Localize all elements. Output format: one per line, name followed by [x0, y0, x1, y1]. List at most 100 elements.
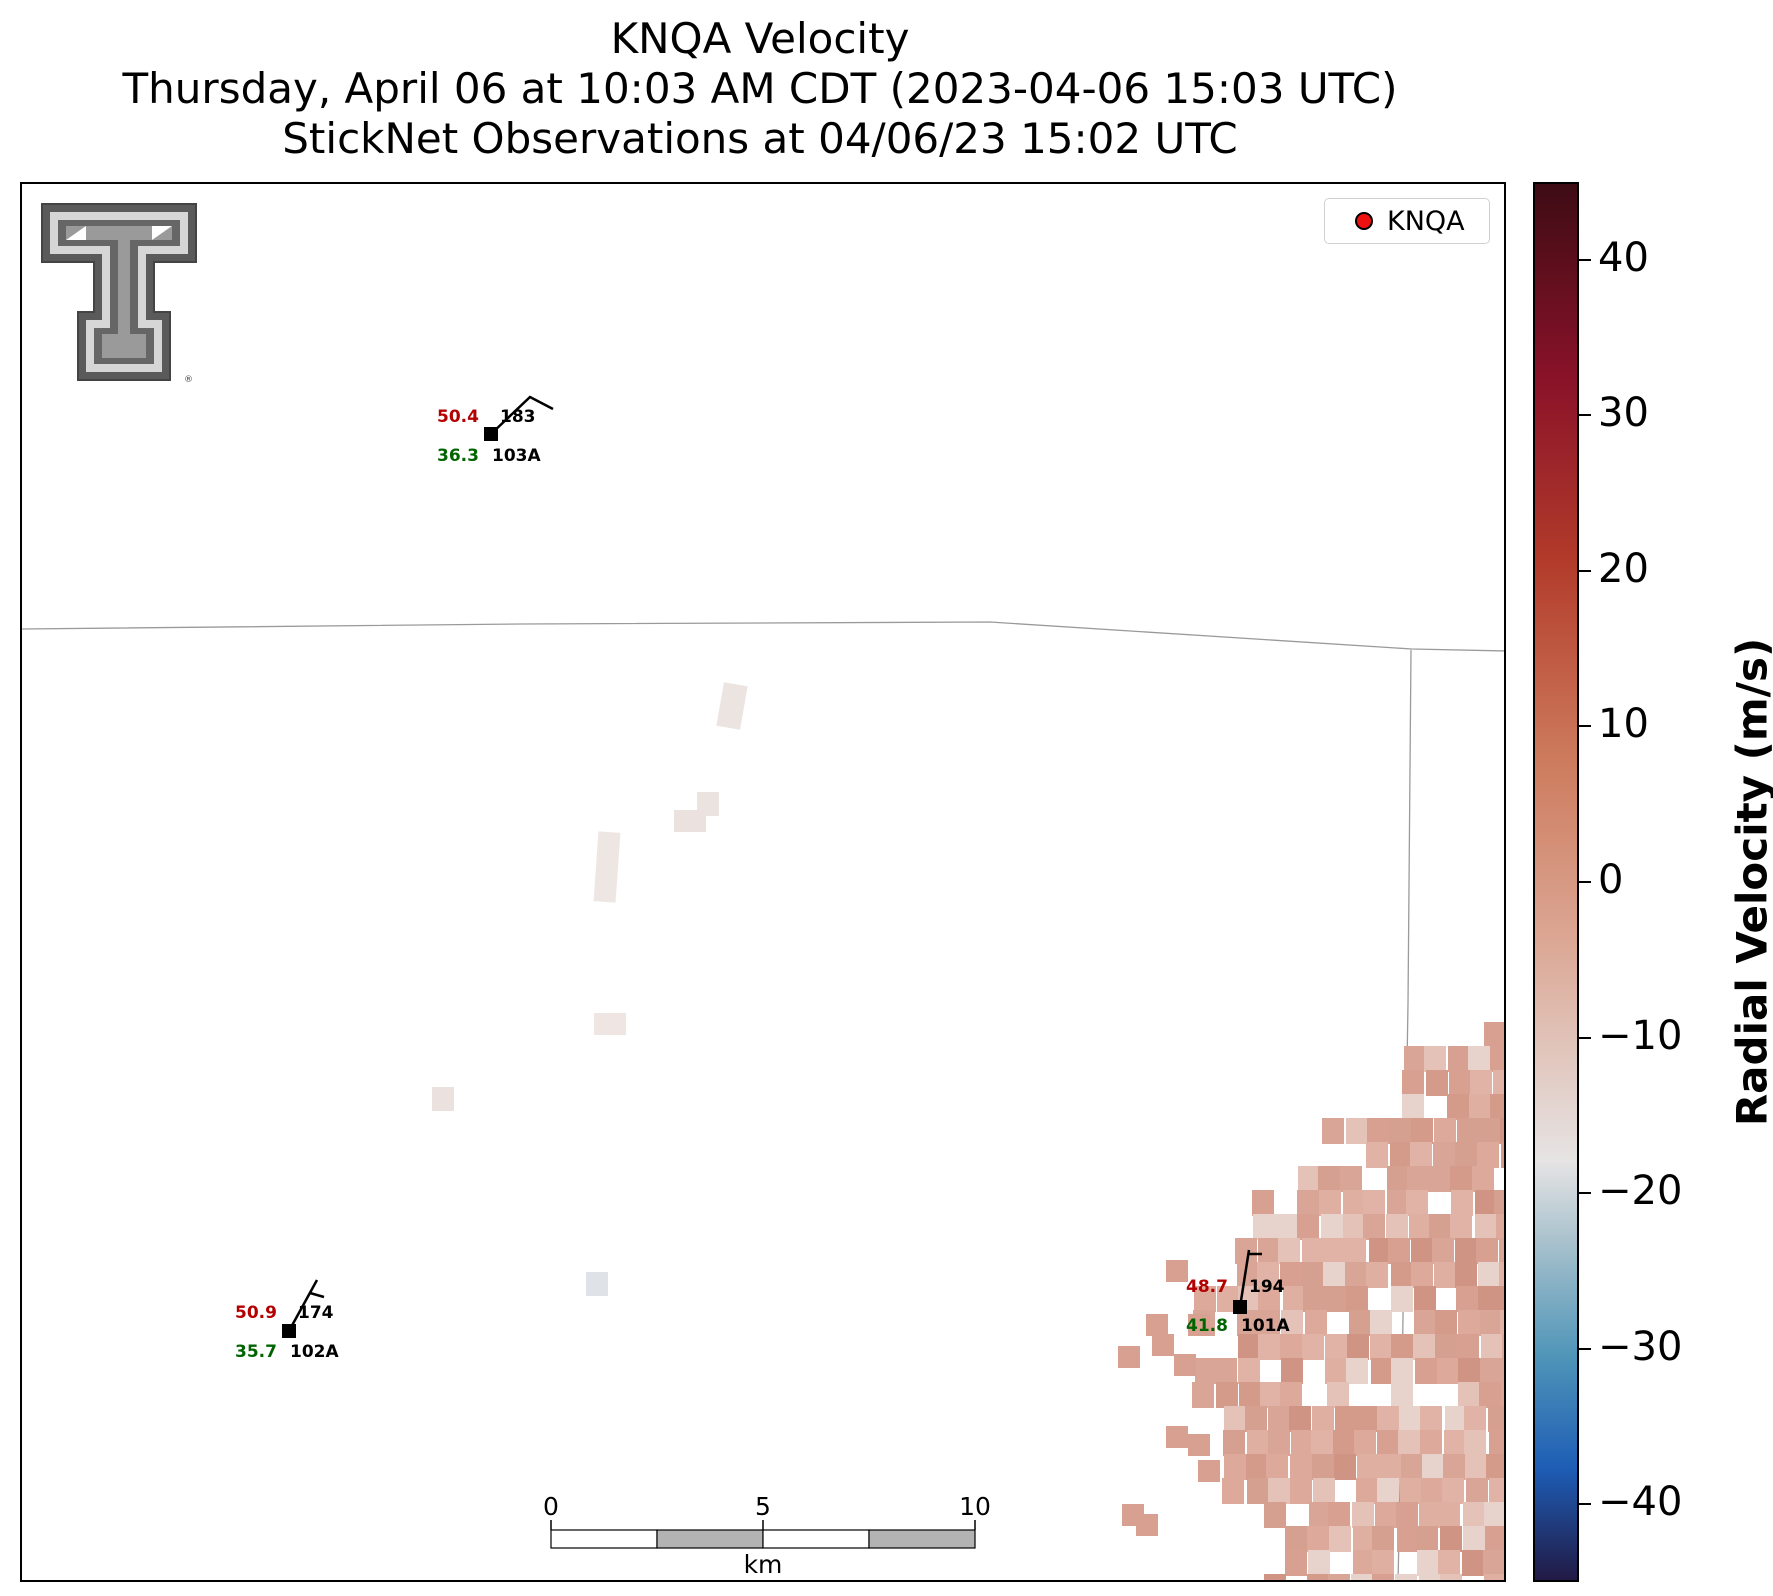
velocity-gate	[1457, 1334, 1479, 1360]
velocity-gate	[1343, 1214, 1365, 1240]
colorbar-tick	[1579, 881, 1591, 883]
temperature-label: 48.7	[1186, 1277, 1228, 1297]
velocity-gate	[1118, 1346, 1140, 1368]
velocity-gate	[1478, 1262, 1500, 1288]
velocity-gate	[1442, 1478, 1464, 1504]
velocity-gate	[1195, 1358, 1217, 1384]
velocity-gate	[1312, 1454, 1334, 1480]
title-line-3: StickNet Observations at 04/06/23 15:02 …	[282, 114, 1238, 163]
colorbar-tick	[1579, 1192, 1591, 1195]
velocity-gate	[1351, 1574, 1373, 1580]
velocity-gate	[1417, 1550, 1439, 1576]
velocity-gate	[1489, 1430, 1504, 1456]
velocity-gate	[1325, 1358, 1347, 1384]
velocity-gate	[1391, 1334, 1413, 1360]
velocity-gate	[1216, 1382, 1238, 1408]
velocity-gate	[1302, 1238, 1324, 1264]
velocity-gate	[1390, 1142, 1412, 1168]
velocity-gate	[1166, 1426, 1188, 1448]
velocity-gate	[1475, 1214, 1497, 1240]
velocity-gate	[1389, 1118, 1411, 1144]
velocity-gate	[1224, 1406, 1246, 1432]
velocity-gate	[1400, 1478, 1422, 1504]
velocity-gate	[1264, 1502, 1286, 1528]
station-102a[interactable]: 50.9 174 35.7 102A	[235, 1279, 339, 1362]
scale-unit-label: km	[744, 1550, 783, 1579]
velocity-gate	[1353, 1550, 1375, 1576]
velocity-gate	[1369, 1238, 1391, 1264]
velocity-gate	[1318, 1166, 1340, 1192]
velocity-gate	[1166, 1260, 1188, 1282]
velocity-gate	[1335, 1406, 1357, 1432]
velocity-gate	[1289, 1406, 1311, 1432]
velocity-gate	[1483, 1550, 1504, 1576]
station-value-label: 194	[1249, 1277, 1285, 1297]
velocity-gate	[1450, 1166, 1472, 1192]
velocity-gate	[1372, 1550, 1394, 1576]
velocity-gate	[1387, 1190, 1409, 1216]
station-value-label: 174	[298, 1303, 334, 1323]
velocity-gate	[1391, 1382, 1413, 1408]
velocity-gate	[1346, 1358, 1368, 1384]
velocity-gate	[1343, 1190, 1365, 1216]
velocity-gate	[1247, 1478, 1269, 1504]
velocity-gate	[1402, 1070, 1424, 1096]
velocity-gate	[1416, 1526, 1438, 1552]
velocity-gate	[1468, 1046, 1490, 1072]
velocity-gate	[1311, 1430, 1333, 1456]
velocity-gate	[1449, 1070, 1471, 1096]
velocity-gate	[1420, 1406, 1442, 1432]
velocity-gate	[1266, 1454, 1288, 1480]
velocity-gate	[1499, 1238, 1504, 1264]
velocity-gate	[1414, 1286, 1436, 1312]
station-101a[interactable]: 48.7 194 41.8 101A	[1186, 1249, 1290, 1336]
velocity-gate	[1469, 1094, 1491, 1120]
velocity-gate	[1486, 1454, 1504, 1480]
velocity-gate	[1366, 1262, 1388, 1288]
station-id-label: 103A	[492, 446, 541, 466]
velocity-gate	[1280, 1262, 1302, 1288]
velocity-gate	[1258, 1286, 1280, 1312]
velocity-gate	[1424, 1046, 1446, 1072]
velocity-gate	[1493, 1070, 1504, 1096]
velocity-gate	[1222, 1478, 1244, 1504]
velocity-gate	[1307, 1574, 1329, 1580]
colorbar-tick-label: −40	[1598, 1479, 1683, 1526]
title-line-1: KNQA Velocity	[610, 14, 910, 63]
velocity-gate	[1414, 1310, 1436, 1336]
velocity-gate	[1285, 1550, 1307, 1576]
velocity-gate	[1328, 1502, 1350, 1528]
station-marker	[282, 1324, 296, 1338]
velocity-gate	[1445, 1406, 1467, 1432]
velocity-gate	[1258, 1238, 1280, 1264]
velocity-gate	[1479, 1382, 1501, 1408]
velocity-gate	[1398, 1430, 1420, 1456]
radar-map-panel[interactable]: ® 50.4 183 36.3 103A 50.9 174 35.7 102A …	[20, 182, 1506, 1582]
legend-label: KNQA	[1387, 205, 1465, 237]
velocity-gate	[1484, 1574, 1504, 1580]
velocity-gate	[1298, 1166, 1320, 1192]
velocity-gate	[1322, 1118, 1344, 1144]
texas-tech-logo: ®	[41, 203, 197, 385]
velocity-gate	[1455, 1262, 1477, 1288]
velocity-gate	[1419, 1574, 1441, 1580]
colorbar-tick	[1579, 725, 1591, 728]
velocity-gate	[1333, 1430, 1355, 1456]
velocity-gate	[1264, 1574, 1286, 1580]
legend: KNQA	[1324, 198, 1490, 244]
velocity-gate	[1504, 974, 1506, 1000]
velocity-gate	[1480, 1358, 1502, 1384]
velocity-gate	[1283, 1286, 1305, 1312]
velocity-gate	[1489, 1478, 1504, 1504]
velocity-gate	[1484, 1022, 1504, 1048]
station-marker	[484, 427, 498, 441]
velocity-gate	[1188, 1434, 1210, 1456]
radar-map: ® 50.4 183 36.3 103A 50.9 174 35.7 102A …	[22, 203, 1506, 1580]
station-103a[interactable]: 50.4 183 36.3 103A	[437, 395, 554, 466]
velocity-gate	[1406, 1190, 1428, 1216]
velocity-gate	[1192, 1382, 1214, 1408]
near-zero-velocity-gates	[432, 682, 748, 1296]
scale-label-0: 0	[543, 1492, 559, 1521]
velocity-gate	[1152, 1334, 1174, 1356]
velocity-gate	[1388, 1238, 1410, 1264]
